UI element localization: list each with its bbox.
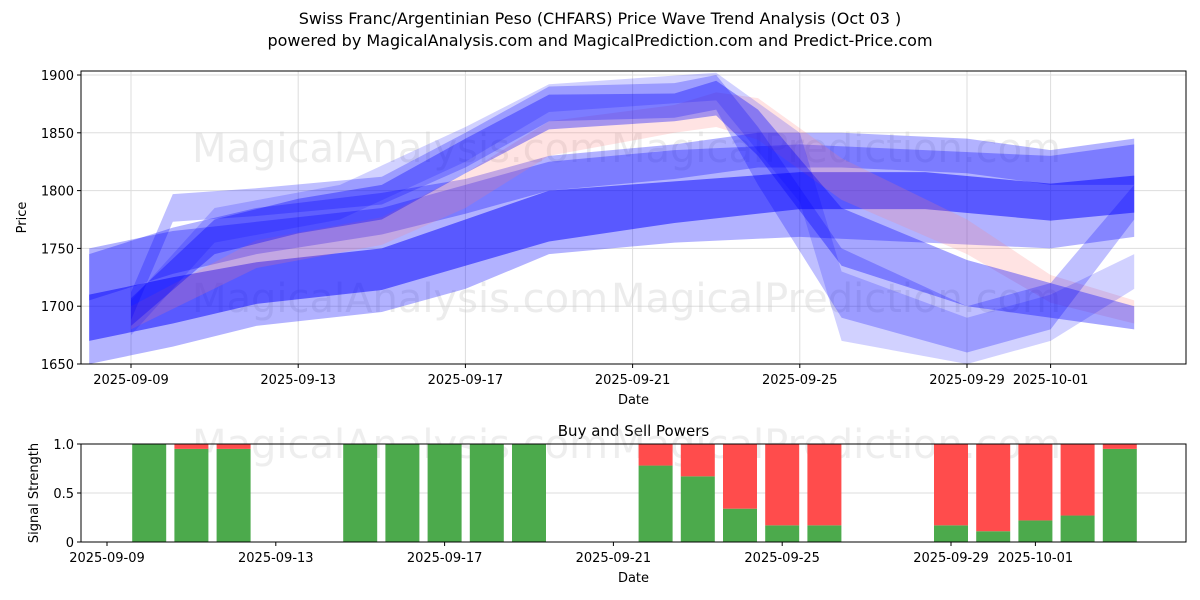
buy-bar <box>469 444 504 542</box>
x-tick-label: 2025-09-09 <box>93 373 169 388</box>
x-tick-label: 2025-09-17 <box>428 373 504 388</box>
y-tick-label: 1900 <box>41 69 74 84</box>
sell-bar <box>1018 444 1053 521</box>
price-wave-band <box>89 132 1135 301</box>
sell-bar <box>723 444 757 509</box>
y-axis-label: Price <box>15 202 30 234</box>
price-wave-band <box>131 72 1135 364</box>
price-wave-band <box>131 75 1135 353</box>
y-tick-label: 0.5 <box>53 487 74 502</box>
sell-bar <box>1060 444 1095 516</box>
buy-bar <box>638 465 673 542</box>
x-tick-label: 2025-09-13 <box>260 373 336 388</box>
chart-title: Swiss Franc/Argentinian Peso (CHFARS) Pr… <box>298 9 902 28</box>
buy-bar <box>132 444 167 542</box>
watermark: MagicalPrediction.com <box>611 276 1061 322</box>
plot-frame-bottom <box>80 443 1187 543</box>
x-axis-label: Date <box>618 571 649 586</box>
x-tick-label: 2025-09-21 <box>595 373 671 388</box>
buy-bar <box>216 448 251 542</box>
price-wave-band <box>89 172 1135 341</box>
buy-bar <box>976 531 1011 542</box>
sell-bar <box>934 444 968 526</box>
buy-bar <box>512 444 546 542</box>
y-tick-label: 1.0 <box>53 438 74 453</box>
watermark: MagicalPrediction.com <box>611 126 1061 172</box>
price-wave-band <box>131 92 1135 330</box>
buy-bar <box>680 476 715 542</box>
y-tick-label: 1850 <box>41 127 74 142</box>
sell-bar <box>765 444 800 526</box>
chart-subtitle: powered by MagicalAnalysis.com and Magic… <box>267 31 933 50</box>
buy-bar <box>934 525 968 542</box>
x-tick-label: 2025-10-01 <box>998 551 1074 566</box>
buy-bar <box>723 508 757 542</box>
x-tick-label: 2025-09-21 <box>576 551 652 566</box>
y-tick-label: 1700 <box>41 300 74 315</box>
sell-bar <box>638 444 673 466</box>
y-axis-label: Signal Strength <box>27 443 42 543</box>
watermark: MagicalAnalysis.com <box>192 126 608 172</box>
x-tick-label: 2025-10-01 <box>1013 373 1089 388</box>
buy-bar <box>427 444 462 542</box>
y-tick-label: 1650 <box>41 358 74 373</box>
sell-bar <box>174 444 209 449</box>
sell-bar <box>216 444 251 449</box>
buy-bar <box>1018 520 1053 542</box>
x-tick-label: 2025-09-09 <box>69 551 145 566</box>
x-tick-label: 2025-09-29 <box>929 373 1005 388</box>
x-tick-label: 2025-09-25 <box>762 373 838 388</box>
buy-bar <box>385 444 420 542</box>
price-wave-band <box>131 80 1135 330</box>
x-axis-label: Date <box>618 393 649 408</box>
y-tick-label: 1800 <box>41 185 74 200</box>
buy-bar <box>765 525 800 542</box>
buy-bar <box>343 444 378 542</box>
sell-bar <box>1102 444 1137 449</box>
x-tick-label: 2025-09-13 <box>238 551 314 566</box>
x-tick-label: 2025-09-29 <box>913 551 989 566</box>
subchart-title: Buy and Sell Powers <box>558 422 710 440</box>
buy-bar <box>174 448 209 542</box>
sell-bar <box>976 444 1011 532</box>
buy-bar <box>1102 448 1137 542</box>
sell-bar <box>680 444 715 477</box>
x-tick-label: 2025-09-17 <box>407 551 483 566</box>
bands-group <box>89 72 1135 364</box>
y-tick-label: 1750 <box>41 242 74 257</box>
buy-bar <box>807 525 842 542</box>
plot-frame-top <box>80 70 1187 365</box>
buy-bar <box>1060 515 1095 542</box>
x-tick-label: 2025-09-25 <box>744 551 820 566</box>
sell-bar <box>807 444 842 526</box>
y-tick-label: 0 <box>66 536 74 551</box>
